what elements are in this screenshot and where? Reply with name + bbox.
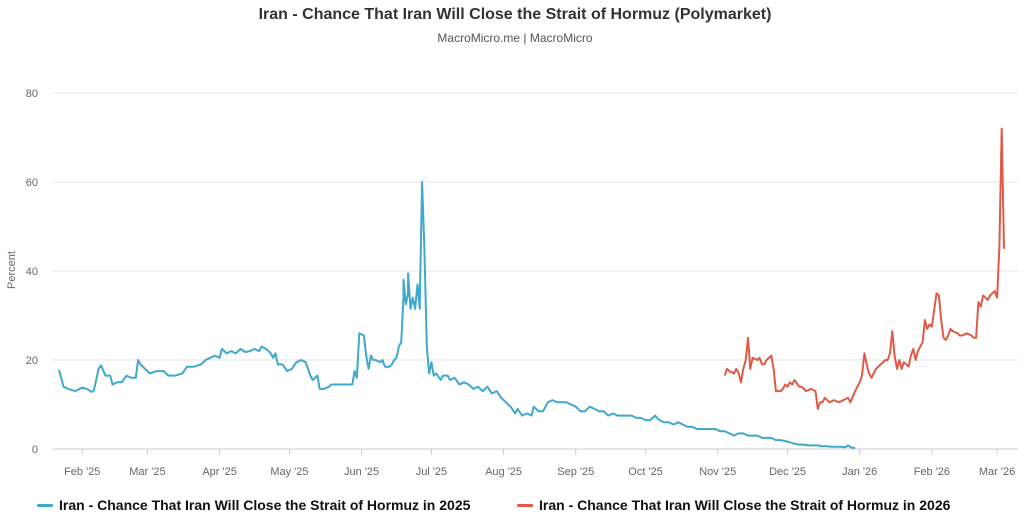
y-axis: 0 20 40 60 80: [26, 88, 38, 456]
legend-label-2025: Iran - Chance That Iran Will Close the S…: [59, 497, 471, 513]
y-tick-label: 20: [26, 355, 38, 367]
x-tick-label: May '25: [270, 466, 308, 478]
line-chart: 0 20 40 60 80 Feb '25 Mar '25 Apr '25 May '25 Ju…: [6, 88, 1018, 478]
x-tick-label: Mar '26: [979, 466, 1015, 478]
x-axis: Feb '25 Mar '25 Apr '25 May '25 Jun '25 Jul '…: [64, 449, 1015, 478]
x-tick-label: Mar '25: [129, 466, 165, 478]
y-tick-label: 40: [26, 266, 38, 278]
y-tick-label: 0: [32, 444, 38, 456]
x-tick-label: Nov '25: [699, 466, 736, 478]
x-tick-label: Jun '25: [344, 466, 379, 478]
grid-lines: [52, 92, 1018, 450]
y-tick-label: 60: [26, 177, 38, 189]
legend-label-2026: Iran - Chance That Iran Will Close the S…: [539, 497, 951, 513]
y-tick-label: 80: [26, 88, 38, 100]
x-tick-label: Jan '26: [842, 466, 877, 478]
x-tick-label: Aug '25: [485, 466, 522, 478]
x-tick-label: Apr '25: [202, 466, 237, 478]
x-tick-label: Sep '25: [557, 466, 594, 478]
chart-title: Iran - Chance That Iran Will Close the S…: [258, 6, 772, 23]
x-tick-label: Jul '25: [416, 466, 447, 478]
legend-item-2025[interactable]: Iran - Chance That Iran Will Close the S…: [37, 497, 470, 513]
legend: Iran - Chance That Iran Will Close the S…: [0, 497, 1030, 517]
legend-swatch-2026: [517, 503, 533, 507]
series-line-2[interactable]: [723, 127, 1005, 410]
chart-subtitle: MacroMicro.me | MacroMicro: [437, 31, 593, 45]
x-tick-label: Feb '26: [914, 466, 950, 478]
series-line-1[interactable]: [58, 181, 856, 450]
legend-swatch-2025: [37, 503, 53, 507]
legend-item-2026[interactable]: Iran - Chance That Iran Will Close the S…: [517, 497, 950, 513]
y-axis-label: Percent: [6, 251, 18, 289]
x-tick-label: Oct '25: [628, 466, 663, 478]
x-tick-label: Dec '25: [769, 466, 806, 478]
x-tick-label: Feb '25: [64, 466, 100, 478]
series-lines: [58, 127, 1005, 450]
